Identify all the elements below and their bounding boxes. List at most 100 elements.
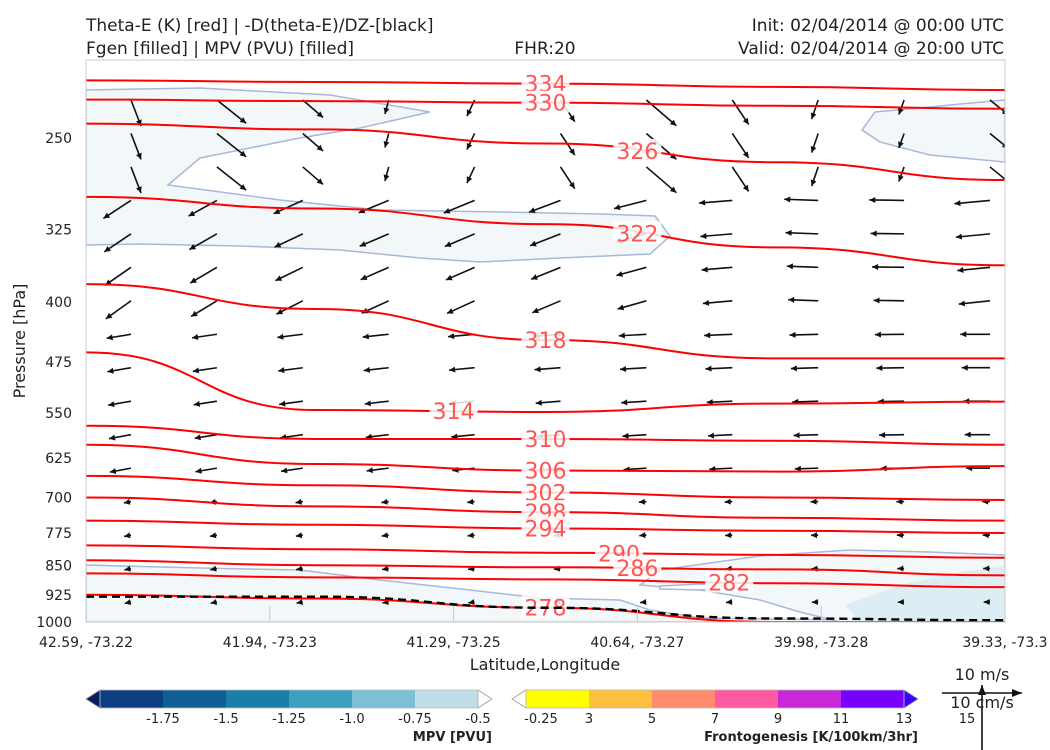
wind-vector-head	[277, 333, 284, 340]
wind-vector-head	[961, 364, 968, 371]
x-tick-label: 41.29, -73.25	[407, 635, 501, 651]
wind-vector-head	[467, 532, 474, 539]
wind-vector-head	[195, 467, 202, 474]
wind-vector-head	[530, 240, 537, 247]
colorbar-swatch	[289, 690, 353, 708]
wind-vector-head	[209, 532, 217, 539]
wind-vector-head	[622, 432, 629, 439]
wind-vector-head	[124, 599, 132, 606]
wind-vector-head	[876, 365, 883, 372]
vector-key: 10 m/s 10 cm/s	[942, 665, 1022, 750]
colorbar-swatch	[715, 690, 779, 708]
wind-vector-head	[704, 332, 711, 339]
wind-vector-head	[296, 565, 303, 572]
wind-vector-head	[705, 365, 712, 372]
wind-vector-head	[360, 274, 368, 281]
colorbar-tick-label: 15	[959, 712, 976, 727]
colorbar-tick-label: 5	[648, 712, 656, 727]
wind-vector-head	[742, 151, 749, 158]
theta-e-contour-label: 326	[616, 140, 658, 165]
wind-vector-head	[669, 119, 677, 126]
colorbar-swatch	[589, 690, 653, 708]
wind-vector-head	[724, 498, 731, 505]
mpv-colorbar: -1.75 -1.5 -1.25 -1.0 -0.75 -0.5 -0.25	[85, 689, 558, 727]
colorbar-tick-label: -1.25	[272, 712, 306, 727]
wind-vector-head	[276, 308, 284, 315]
wind-vector-head	[381, 532, 389, 539]
wind-vector-head	[383, 140, 390, 148]
vector-key-label-top: 10 m/s	[955, 665, 1010, 684]
wind-vector-head	[788, 296, 795, 303]
wind-vector-head	[444, 241, 452, 247]
wind-vector-head	[869, 197, 876, 204]
wind-vector-head	[449, 366, 456, 373]
frontogenesis-colorbar: 3 5 7 9 11 13 15	[511, 689, 976, 727]
colorbar-tick-label: 13	[896, 712, 913, 727]
wind-vector-head	[210, 599, 218, 606]
theta-e-label-bg	[521, 90, 570, 113]
wind-vector-head	[784, 196, 791, 203]
y-tick-label: 550	[45, 406, 72, 422]
wind-vector	[989, 166, 1005, 181]
wind-vector-head	[568, 115, 575, 122]
header-forecast-hour: FHR:20	[514, 39, 575, 59]
wind-vector-head	[443, 207, 451, 214]
theta-e-contour-label: 310	[525, 428, 567, 453]
wind-vector-head	[468, 599, 475, 606]
wind-vector-head	[898, 107, 904, 115]
wind-vector-head	[706, 399, 713, 406]
wind-vector-head	[616, 271, 623, 277]
wind-vector-head	[136, 186, 142, 193]
wind-vector-head	[810, 498, 817, 505]
colorbar-tick-label: -1.75	[146, 712, 180, 727]
colorbar-tick-label: -0.5	[465, 712, 490, 727]
y-tick-label: 325	[45, 223, 72, 239]
wind-vector	[989, 99, 1005, 114]
colorbar-swatch	[652, 690, 716, 708]
wind-vector-head	[466, 142, 473, 150]
colorbar-tick-label: 11	[833, 712, 850, 727]
header-title-left-2: Fgen [filled] | MPV (PVU) [filled]	[86, 39, 354, 59]
vector-key-horizontal-head	[1012, 689, 1022, 697]
wind-vector-head	[983, 599, 990, 605]
wind-vector-head	[192, 367, 200, 374]
theta-e-contour-label: 286	[616, 557, 658, 582]
mpv-region-upper-right	[860, 99, 1005, 163]
theta-e-contour-label: 294	[525, 517, 567, 542]
y-tick-label: 925	[45, 588, 72, 604]
wind-vector-head	[620, 365, 627, 372]
wind-vector-head	[639, 532, 646, 539]
wind-vector-head	[614, 204, 621, 211]
wind-vector-head	[108, 401, 115, 408]
theta-e-label-bg	[705, 570, 754, 593]
vector-key-vertical-head	[978, 685, 986, 695]
wind-vector-head	[124, 565, 131, 572]
wind-vector-head	[363, 366, 370, 373]
x-tick-label: 39.33, -73.3	[962, 635, 1047, 651]
wind-vector-head	[109, 434, 116, 441]
theta-e-label-bg	[613, 138, 662, 161]
colorbar-tick-label: 3	[585, 712, 593, 727]
colorbar-extend-right	[477, 689, 493, 709]
colorbar-swatch	[526, 690, 590, 708]
wind-vector-head	[794, 465, 801, 472]
wind-vector-head	[954, 200, 961, 207]
theta-e-label-bg	[521, 426, 570, 449]
wind-vector-head	[810, 179, 817, 187]
wind-vector	[989, 132, 1005, 147]
wind-vector-head	[295, 532, 303, 539]
wind-vector-head	[793, 432, 800, 439]
plot-frame	[85, 59, 1006, 623]
colorbar-tick-label: 7	[711, 712, 719, 727]
wind-vector-head	[742, 117, 749, 125]
wind-vector-head	[810, 112, 817, 120]
wind-vector-head	[535, 399, 542, 406]
wind-vector-head	[275, 275, 283, 281]
x-axis-label: Latitude,Longitude	[470, 655, 621, 674]
wind-vector-head	[786, 263, 793, 270]
wind-vector-head	[191, 310, 198, 317]
wind-vector-head	[362, 333, 369, 340]
wind-vector-head	[958, 300, 966, 307]
colorbar-extend-left	[511, 689, 527, 709]
